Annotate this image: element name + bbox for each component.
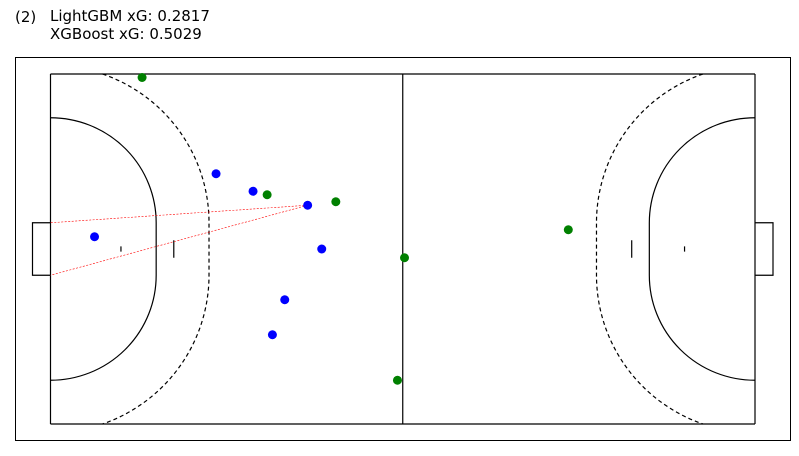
lightgbm-xg-label: LightGBM xG: 0.2817 bbox=[50, 7, 210, 25]
player-blue-7 bbox=[267, 330, 277, 340]
goal-left bbox=[31, 222, 51, 276]
goal-area-right bbox=[648, 117, 756, 381]
shot-line-top-post bbox=[50, 204, 308, 224]
plot-frame bbox=[15, 57, 791, 441]
player-blue-4 bbox=[90, 232, 100, 242]
player-green-2 bbox=[262, 190, 272, 200]
player-blue-3 bbox=[303, 200, 313, 210]
xgboost-xg-label: XGBoost xG: 0.5029 bbox=[50, 25, 202, 43]
player-green-3 bbox=[331, 197, 341, 207]
player-green-5 bbox=[400, 253, 410, 263]
goal-area-left bbox=[50, 117, 157, 381]
player-blue-1 bbox=[211, 169, 221, 179]
court-lines bbox=[31, 73, 774, 425]
shot-angle-lines bbox=[50, 204, 308, 276]
shot-index: (2) bbox=[15, 8, 37, 26]
player-green-6 bbox=[392, 375, 402, 385]
player-blue-2 bbox=[248, 186, 258, 196]
goal-right bbox=[755, 222, 774, 276]
player-blue-6 bbox=[280, 295, 290, 305]
player-markers bbox=[90, 73, 573, 385]
free-throw-line-left bbox=[102, 73, 210, 425]
shot-line-bottom-post bbox=[50, 204, 308, 276]
player-green-4 bbox=[563, 225, 573, 235]
player-blue-5 bbox=[317, 244, 327, 254]
player-green-1 bbox=[137, 73, 147, 82]
free-throw-line-right bbox=[595, 73, 704, 425]
